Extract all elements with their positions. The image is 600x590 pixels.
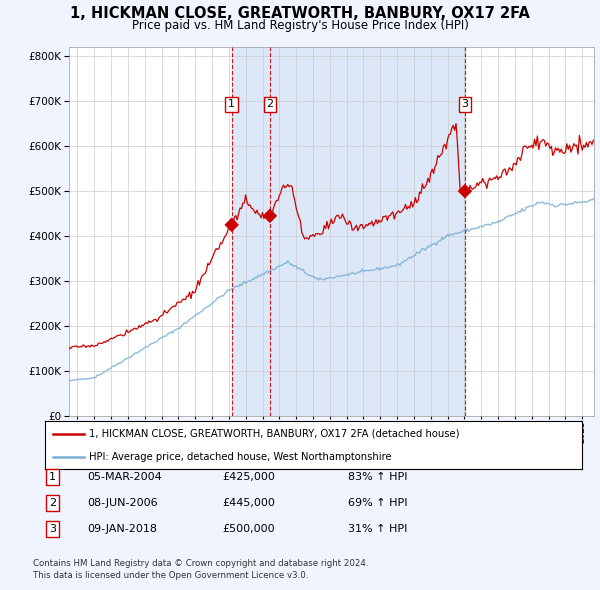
Bar [232, 47, 270, 416]
Text: 3: 3 [49, 524, 56, 533]
Text: 2: 2 [266, 99, 274, 109]
Point [460, 186, 470, 196]
Text: 05-MAR-2004: 05-MAR-2004 [87, 472, 162, 481]
Text: £425,000: £425,000 [222, 472, 275, 481]
Text: 1, HICKMAN CLOSE, GREATWORTH, BANBURY, OX17 2FA: 1, HICKMAN CLOSE, GREATWORTH, BANBURY, O… [70, 6, 530, 21]
Text: £500,000: £500,000 [222, 524, 275, 533]
Text: Contains HM Land Registry data © Crown copyright and database right 2024.: Contains HM Land Registry data © Crown c… [33, 559, 368, 568]
Text: 3: 3 [461, 99, 469, 109]
Text: 1: 1 [49, 472, 56, 481]
Text: 2: 2 [49, 498, 56, 507]
Text: 69% ↑ HPI: 69% ↑ HPI [348, 498, 407, 507]
Text: £445,000: £445,000 [222, 498, 275, 507]
Point [265, 211, 275, 221]
Text: 1: 1 [228, 99, 235, 109]
Text: 1, HICKMAN CLOSE, GREATWORTH, BANBURY, OX17 2FA (detached house): 1, HICKMAN CLOSE, GREATWORTH, BANBURY, O… [89, 429, 460, 439]
Point [227, 220, 236, 230]
Text: 08-JUN-2006: 08-JUN-2006 [87, 498, 158, 507]
Text: 31% ↑ HPI: 31% ↑ HPI [348, 524, 407, 533]
Bar [270, 47, 465, 416]
Text: Price paid vs. HM Land Registry's House Price Index (HPI): Price paid vs. HM Land Registry's House … [131, 19, 469, 32]
Text: 09-JAN-2018: 09-JAN-2018 [87, 524, 157, 533]
Text: This data is licensed under the Open Government Licence v3.0.: This data is licensed under the Open Gov… [33, 571, 308, 579]
Text: HPI: Average price, detached house, West Northamptonshire: HPI: Average price, detached house, West… [89, 452, 392, 462]
Text: 83% ↑ HPI: 83% ↑ HPI [348, 472, 407, 481]
